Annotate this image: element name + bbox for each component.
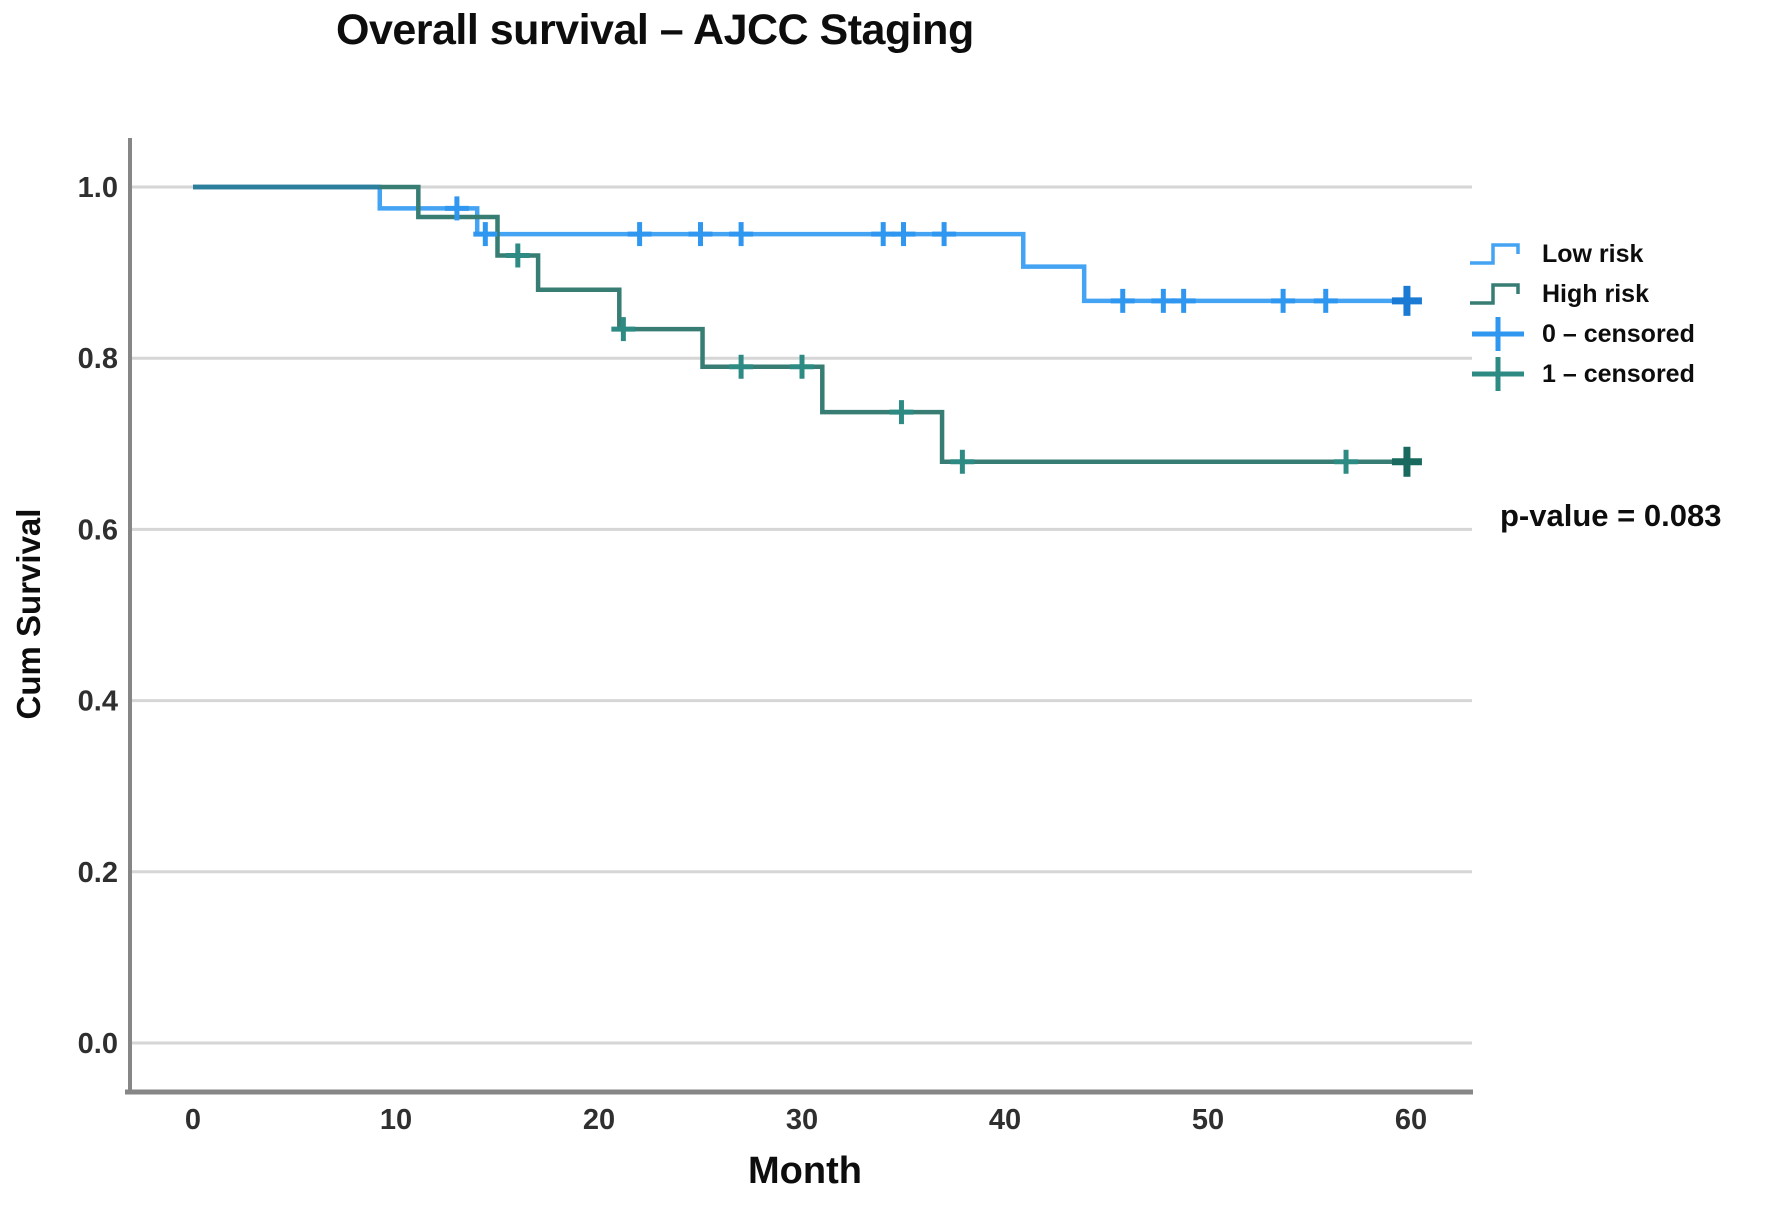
legend-item-0-censored: 0 – censored [1468,314,1695,354]
legend-item-1-censored: 1 – censored [1468,354,1695,394]
y-tick-label: 0.0 [78,1028,118,1060]
legend-label: 1 – censored [1542,359,1695,388]
chart-title: Overall survival – AJCC Staging [336,6,974,54]
high-risk-curve [193,184,1416,465]
y-tick-label: 0.6 [78,514,118,546]
high-risk-step-line-icon [1470,283,1520,305]
x-tick-label: 20 [583,1104,615,1136]
y-tick-label: 0.8 [78,343,118,375]
legend: Low risk High risk 0 – censored 1 – cens… [1468,234,1695,394]
censored-cross-teal-icon [1472,357,1524,391]
legend-label: High risk [1542,279,1649,308]
x-tick-label: 30 [786,1104,818,1136]
x-tick-label: 60 [1395,1104,1427,1136]
x-tick-label: 10 [380,1104,412,1136]
legend-item-high-risk: High risk [1468,274,1695,314]
y-tick-label: 0.2 [78,857,118,889]
y-tick-label: 0.4 [78,686,118,718]
low-risk-step-line-icon [1470,243,1520,265]
censored-cross-blue-icon [1472,317,1524,351]
x-tick-label: 0 [185,1104,201,1136]
x-tick-label: 50 [1192,1104,1224,1136]
legend-label: 0 – censored [1542,319,1695,348]
legend-item-low-risk: Low risk [1468,234,1695,274]
p-value-annotation: p-value = 0.083 [1500,498,1722,533]
legend-label: Low risk [1542,239,1644,268]
x-axis-title: Month [748,1150,862,1192]
y-tick-label: 1.0 [78,172,118,204]
low-risk-curve [193,184,1416,304]
x-tick-label: 40 [989,1104,1021,1136]
